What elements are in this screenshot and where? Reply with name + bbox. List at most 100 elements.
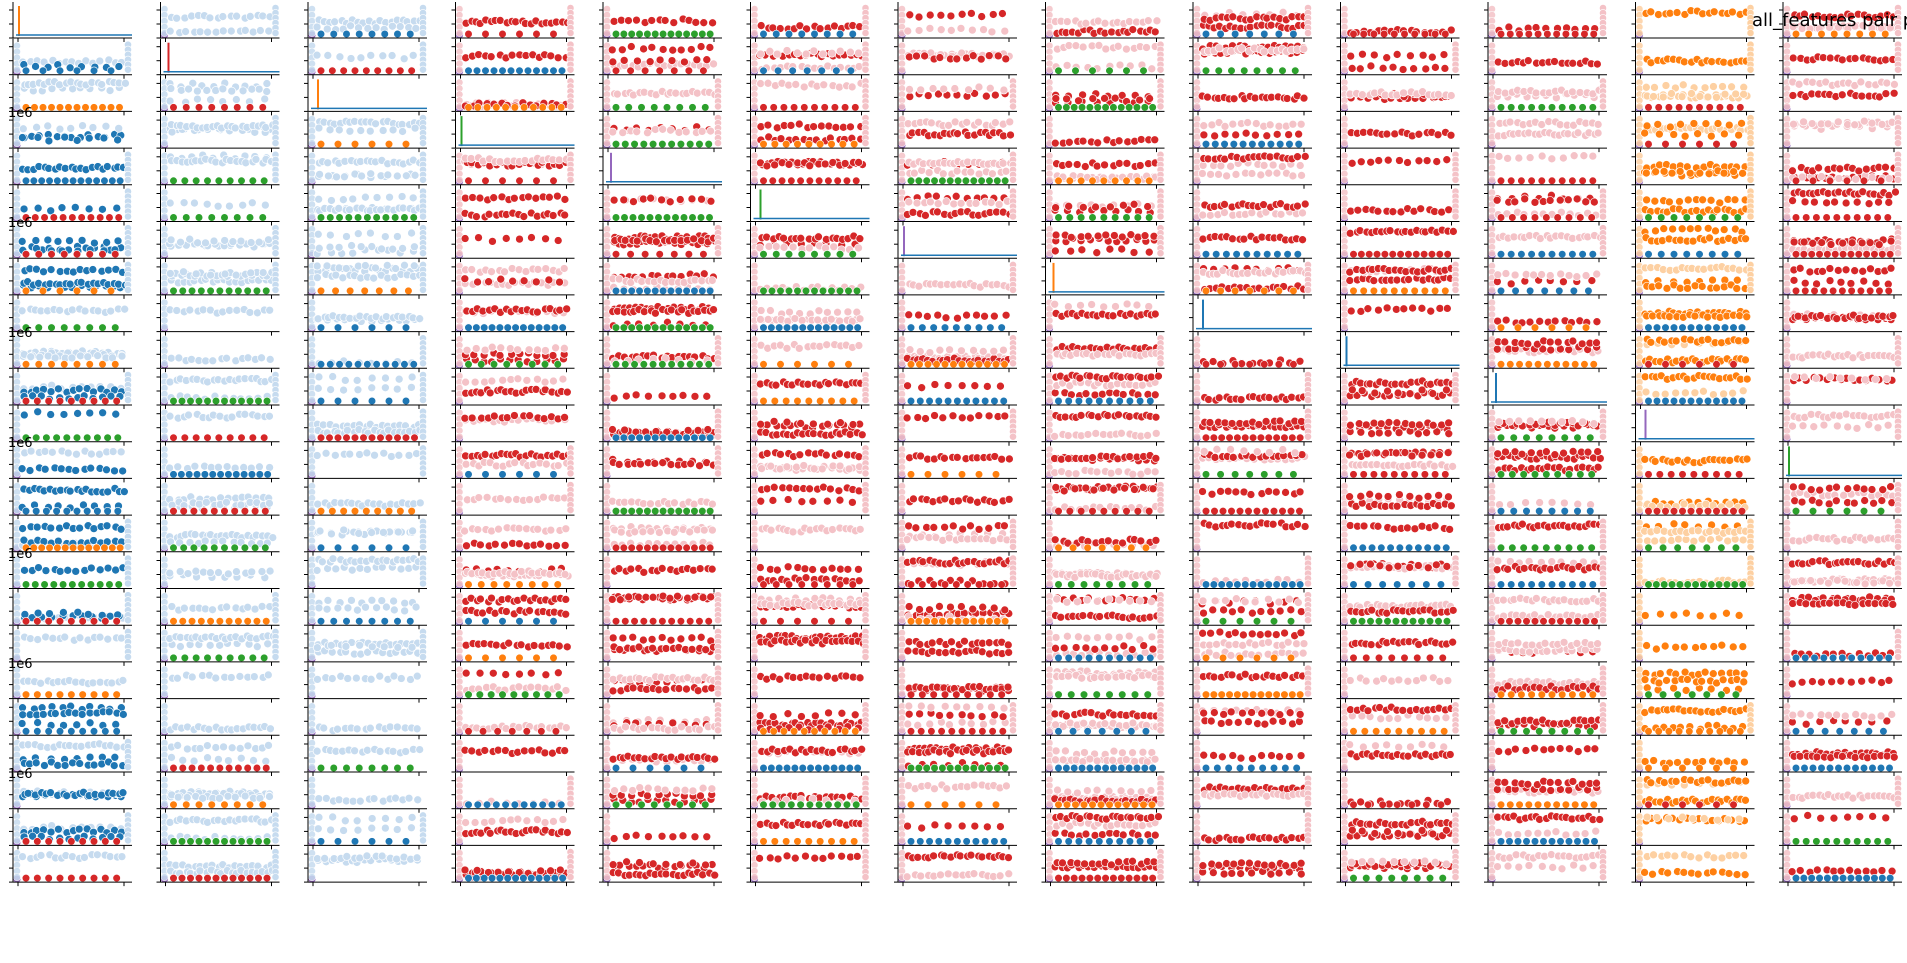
point <box>236 236 246 246</box>
point <box>98 103 107 112</box>
point <box>1222 250 1231 259</box>
subplot-r0-c7 <box>1041 2 1165 42</box>
point <box>763 78 773 88</box>
point <box>1441 29 1450 38</box>
point <box>384 140 394 149</box>
point <box>251 155 261 164</box>
point <box>165 96 175 106</box>
point <box>124 249 132 258</box>
point <box>1650 83 1659 92</box>
point <box>1685 168 1695 178</box>
point <box>1045 212 1054 221</box>
point <box>1054 66 1063 75</box>
point <box>698 29 707 38</box>
point <box>113 135 122 145</box>
point <box>1588 103 1597 112</box>
point <box>1257 140 1266 149</box>
point <box>1593 59 1602 69</box>
point <box>936 25 946 35</box>
point <box>628 213 638 222</box>
point <box>1231 29 1240 38</box>
point <box>1358 49 1367 59</box>
point <box>976 54 986 64</box>
point <box>308 212 316 221</box>
point <box>541 264 551 273</box>
point <box>1695 92 1705 101</box>
point <box>334 204 344 213</box>
point <box>508 276 517 286</box>
point <box>632 15 641 25</box>
point <box>419 29 427 37</box>
point <box>330 17 339 27</box>
point <box>1800 9 1809 19</box>
points <box>16 6 132 36</box>
point <box>1515 29 1524 38</box>
point <box>519 212 529 221</box>
point <box>1122 66 1131 75</box>
point <box>334 263 344 273</box>
point <box>245 103 255 112</box>
point <box>759 66 768 75</box>
point <box>626 66 635 75</box>
point <box>637 103 646 112</box>
points <box>160 224 280 259</box>
point <box>968 25 977 35</box>
point <box>191 269 201 279</box>
point <box>1507 176 1516 185</box>
point <box>1088 213 1097 222</box>
point <box>58 213 68 222</box>
point <box>1294 129 1303 139</box>
point <box>1635 212 1644 221</box>
point <box>1156 212 1165 221</box>
point <box>1842 176 1852 185</box>
subplot-r7-c6 <box>894 258 1017 299</box>
point <box>922 176 931 185</box>
point <box>1113 41 1123 51</box>
point <box>1894 139 1902 147</box>
point <box>1135 161 1145 170</box>
subplot-r4-c0 <box>9 148 132 189</box>
point <box>1101 103 1110 112</box>
point <box>1698 195 1707 205</box>
point <box>951 191 961 201</box>
point <box>1886 236 1896 246</box>
point <box>1050 246 1060 256</box>
subplot-r5-c3 <box>451 185 575 226</box>
point <box>1705 103 1714 112</box>
point <box>1237 44 1246 53</box>
point <box>322 24 332 34</box>
point <box>193 86 202 96</box>
point <box>207 213 216 222</box>
point <box>1825 176 1835 185</box>
points <box>606 152 722 183</box>
point <box>1737 118 1746 128</box>
point <box>1198 169 1207 178</box>
point <box>646 193 655 203</box>
point <box>357 171 366 181</box>
point <box>1553 213 1562 222</box>
point <box>124 285 132 294</box>
subplot-r6-c11 <box>1631 222 1755 263</box>
point <box>756 49 765 59</box>
subplot-r4-c5 <box>746 148 870 189</box>
point <box>1874 197 1883 207</box>
subplot-r0-c2 <box>304 2 427 42</box>
point <box>100 176 109 185</box>
points <box>1782 4 1902 38</box>
point <box>820 159 830 169</box>
point <box>1580 29 1589 38</box>
point <box>160 139 169 147</box>
point <box>209 236 219 246</box>
point <box>510 103 519 112</box>
point <box>1807 119 1817 128</box>
point <box>1078 136 1088 146</box>
point <box>372 213 381 222</box>
point <box>47 250 56 259</box>
point <box>804 243 814 253</box>
point <box>89 286 99 295</box>
points <box>458 116 575 147</box>
point <box>1298 208 1307 218</box>
point <box>1537 176 1546 185</box>
point <box>407 228 416 238</box>
subplot-r3-c10 <box>1484 112 1607 153</box>
